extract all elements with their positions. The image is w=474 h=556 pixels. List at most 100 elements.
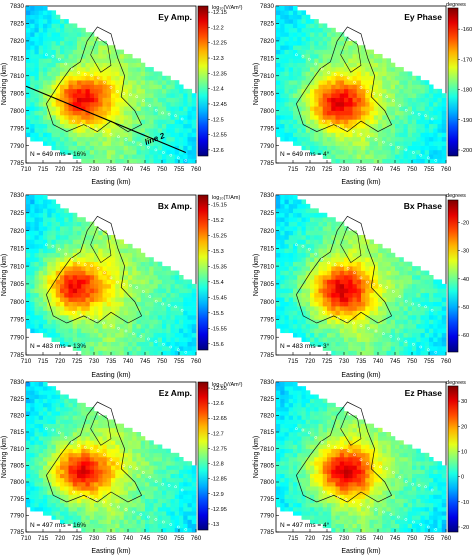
heatmap-cell: [166, 341, 171, 347]
heatmap-cell: [55, 45, 61, 50]
heatmap-cell: [43, 49, 48, 55]
heatmap-cell: [140, 115, 146, 120]
heatmap-cell: [407, 93, 413, 98]
station-marker: [404, 108, 408, 112]
heatmap-cell: [26, 415, 31, 420]
heatmap-cell: [43, 275, 48, 280]
heatmap-cell: [111, 58, 116, 63]
heatmap-cell: [55, 80, 61, 85]
heatmap-cell: [51, 306, 57, 311]
heatmap-cell: [288, 6, 294, 11]
heatmap-cell: [276, 106, 281, 111]
heatmap-cell: [43, 141, 48, 146]
heatmap-cell: [310, 306, 315, 311]
heatmap-cell: [356, 288, 362, 294]
heatmap-cell: [293, 243, 298, 249]
heatmap-cell: [128, 261, 133, 267]
heatmap-cell: [166, 306, 171, 311]
heatmap-cell: [51, 10, 57, 16]
heatmap-cell: [149, 332, 154, 338]
heatmap-cell: [119, 115, 125, 120]
heatmap-cell: [85, 261, 91, 267]
heatmap-cell: [30, 423, 35, 429]
heatmap-cell: [72, 145, 78, 151]
heatmap-cell: [416, 136, 421, 142]
heatmap-cell: [331, 279, 336, 285]
heatmap-cell: [38, 106, 44, 111]
heatmap-cell: [297, 226, 302, 231]
heatmap-cell: [94, 315, 99, 320]
heatmap-cell: [106, 266, 112, 271]
heatmap-cell: [179, 93, 184, 98]
heatmap-cell: [378, 292, 383, 298]
heatmap-cell: [81, 328, 86, 334]
heatmap-cell: [30, 448, 35, 454]
heatmap-cell: [179, 106, 184, 111]
heatmap-cell: [179, 101, 184, 107]
heatmap-cell: [284, 45, 290, 50]
heatmap-cell: [310, 319, 315, 325]
heatmap-cell: [284, 19, 290, 24]
station-marker: [398, 295, 402, 298]
heatmap-cell: [98, 145, 103, 151]
colorbar-tick-label: -40: [461, 277, 469, 283]
heatmap-cell: [55, 115, 61, 120]
heatmap-cell: [72, 252, 78, 258]
heatmap-cell: [38, 301, 44, 307]
heatmap-cell: [30, 212, 35, 218]
heatmap-cell: [89, 141, 95, 146]
y-axis-label: Northing (km): [1, 63, 8, 105]
heatmap-cell: [331, 141, 336, 146]
heatmap-cell: [386, 323, 392, 329]
heatmap-cell: [34, 390, 40, 395]
x-tick-label: 720: [55, 166, 66, 173]
heatmap-cell: [60, 45, 65, 50]
heatmap-cell: [191, 154, 197, 159]
heatmap-cell: [437, 346, 443, 351]
heatmap-cell: [416, 337, 421, 342]
heatmap-cell: [331, 119, 336, 125]
heatmap-cell: [365, 252, 370, 258]
heatmap-cell: [310, 119, 315, 125]
heatmap-cell: [89, 145, 95, 151]
heatmap-cell: [51, 411, 57, 416]
heatmap-cell: [361, 341, 366, 347]
heatmap-cell: [293, 58, 298, 63]
heatmap-cell: [429, 136, 434, 142]
heatmap-cell: [115, 145, 120, 151]
x-axis-label: Easting (km): [91, 179, 130, 186]
heatmap-cell: [297, 275, 302, 280]
heatmap-cell: [331, 341, 336, 347]
heatmap-cell: [280, 315, 285, 320]
heatmap-cell: [386, 154, 392, 159]
heatmap-cell: [51, 490, 57, 495]
heatmap-cell: [276, 75, 281, 81]
x-tick-label: 730: [89, 166, 100, 173]
heatmap-cell: [94, 257, 99, 262]
heatmap-cell: [322, 346, 328, 351]
heatmap-cell: [72, 97, 78, 103]
heatmap-cell: [51, 469, 57, 474]
heatmap-cell: [352, 80, 358, 85]
heatmap-cell: [106, 115, 112, 120]
heatmap-cell: [106, 110, 112, 116]
station-marker: [79, 313, 83, 317]
heatmap-cell: [34, 469, 40, 474]
heatmap-cell: [64, 328, 69, 334]
heatmap-cell: [365, 75, 370, 81]
heatmap-cell: [38, 452, 44, 458]
heatmap-cell: [305, 283, 311, 289]
heatmap-cell: [94, 158, 99, 164]
colorbar-label: log₁₀(V/Am²): [212, 5, 243, 11]
heatmap-cell: [145, 141, 150, 146]
heatmap-cell: [123, 270, 129, 276]
heatmap-cell: [382, 132, 387, 138]
heatmap-cell: [145, 75, 150, 81]
heatmap-cell: [441, 341, 447, 347]
heatmap-cell: [47, 283, 52, 289]
heatmap-cell: [288, 212, 294, 218]
heatmap-cell: [47, 448, 52, 454]
heatmap-cell: [47, 306, 52, 311]
heatmap-cell: [420, 149, 426, 155]
heatmap-cell: [68, 279, 74, 285]
